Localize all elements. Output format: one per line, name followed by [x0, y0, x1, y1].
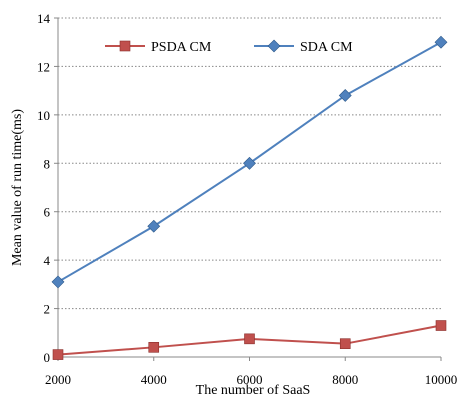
x-axis-title: The number of SaaS: [196, 383, 311, 398]
x-tick-label-4: 10000: [425, 372, 458, 387]
point-sda-cm-2: [243, 156, 256, 170]
legend-label-psda-cm: PSDA CM: [151, 40, 212, 55]
gridlines: [58, 17, 441, 310]
point-psda-cm-0: [52, 349, 64, 360]
point-sda-cm-3: [338, 89, 352, 102]
point-psda-cm-4: [435, 320, 447, 331]
x-tick-label-3: 8000: [332, 372, 358, 387]
y-tick-label-4: 8: [44, 156, 51, 171]
point-psda-cm-1: [148, 342, 160, 353]
series-group: [51, 35, 448, 360]
x-tick-label-2: 6000: [237, 372, 263, 387]
x-tick-label-0: 2000: [45, 372, 71, 387]
point-sda-cm-0: [51, 275, 65, 289]
y-tick-label-6: 12: [37, 59, 50, 74]
y-tick-label-0: 0: [44, 350, 51, 365]
point-sda-cm-4: [434, 35, 448, 49]
point-sda-cm-1: [147, 219, 161, 233]
axes: [54, 17, 442, 361]
y-tick-labels: 0 2 4 6 8 10 12 14: [37, 11, 51, 365]
legend-marker-psda-cm: [119, 40, 131, 52]
y-tick-label-5: 10: [37, 108, 50, 123]
y-tick-label-2: 4: [44, 253, 51, 268]
y-axis-title: Mean value of run time(ms): [10, 109, 25, 266]
legend: PSDA CM SDA CM: [105, 39, 353, 55]
y-tick-label-7: 14: [37, 11, 51, 26]
x-tick-labels: 2000 4000 6000 8000 10000: [45, 372, 457, 387]
point-psda-cm-3: [339, 338, 351, 349]
y-tick-label-3: 6: [44, 205, 51, 220]
y-tick-label-1: 2: [44, 302, 51, 317]
point-psda-cm-2: [244, 333, 255, 345]
x-tick-label-1: 4000: [141, 372, 167, 387]
legend-label-sda-cm: SDA CM: [300, 40, 353, 55]
legend-marker-sda-cm: [267, 39, 281, 53]
